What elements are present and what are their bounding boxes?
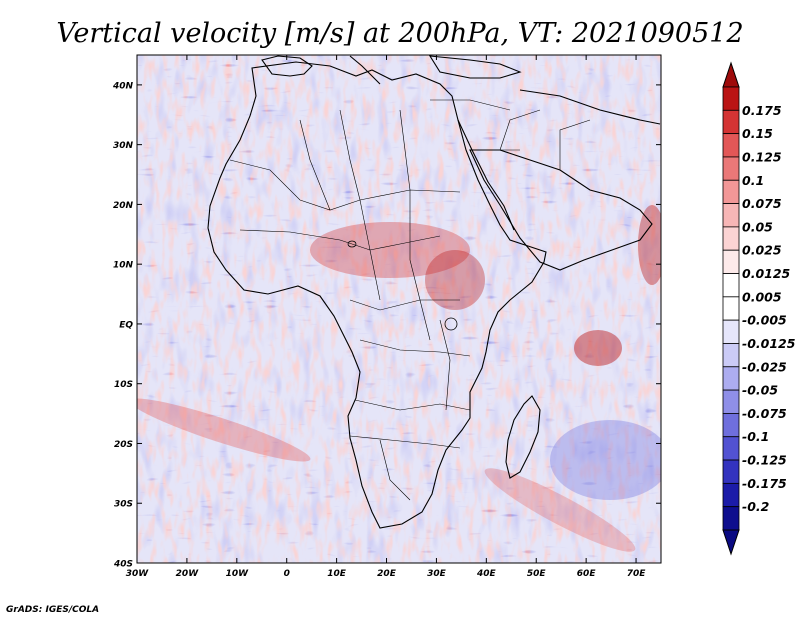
colorbar-segment	[722, 226, 740, 251]
colorbar-segment	[722, 273, 740, 298]
colorbar: 0.175 0.15 0.125 0.1 0.075 0.05 0.025 0.0125 0.0…	[722, 61, 796, 556]
y-axis: 40S 30S 20S 10S EQ 10N 20N 30N 40N	[112, 81, 661, 570]
colorbar-segment	[722, 296, 740, 321]
madagascar-coastline	[505, 395, 541, 479]
colorbar-label: -0.125	[742, 453, 787, 468]
colorbar-segment	[722, 133, 740, 158]
x-tick-label: 60E	[577, 569, 597, 579]
x-tick-label: 30W	[126, 569, 150, 579]
colorbar-label: 0.125	[742, 149, 782, 164]
x-tick-label: 30E	[427, 569, 447, 579]
y-tick-label: 20S	[114, 440, 133, 450]
y-tick-label: 40S	[113, 560, 133, 570]
x-tick-label: 0	[284, 569, 290, 579]
map-frame	[136, 54, 662, 564]
map-panel	[137, 55, 661, 563]
colorbar-segment	[722, 179, 740, 204]
colorbar-segment	[722, 319, 740, 344]
colorbar-segment	[722, 343, 740, 368]
colorbar-label: 0.15	[742, 126, 773, 141]
colorbar-label: 0.0125	[742, 266, 791, 281]
iberia-coastline	[261, 55, 313, 77]
colorbar-segment	[722, 436, 740, 461]
coastlines	[207, 55, 661, 529]
colorbar-label: 0.075	[742, 196, 782, 211]
colorbar-top-arrow	[722, 61, 740, 88]
red-sea-coast	[457, 119, 515, 231]
colorbar-label: -0.005	[742, 313, 787, 328]
colorbar-label: -0.05	[742, 383, 778, 398]
chart-title: Vertical velocity [m/s] at 200hPa, VT: 2…	[56, 18, 743, 49]
colorbar-segment	[722, 86, 740, 111]
italy-coastline	[349, 55, 381, 85]
colorbar-segment	[722, 413, 740, 438]
updraft-region-indian-ocean	[574, 330, 622, 366]
colorbar-label: 0.025	[742, 243, 782, 258]
lake-victoria	[444, 317, 458, 331]
x-axis: 30W 20W 10W 0 10E 20E 30E 40E 50E 60E 70E	[126, 55, 646, 579]
x-tick-label: 20E	[377, 569, 397, 579]
y-tick-label: 30N	[113, 141, 134, 151]
colorbar-segment	[722, 389, 740, 414]
africa-coastline	[207, 61, 547, 529]
x-tick-label: 10E	[327, 569, 347, 579]
colorbar-segment	[722, 109, 740, 135]
updraft-band-south-atlantic	[137, 398, 311, 462]
updraft-region-ethiopia	[425, 250, 485, 310]
colorbar-bottom-arrow	[722, 529, 740, 556]
updraft-region-arabian-sea	[638, 205, 661, 285]
x-tick-label: 70E	[627, 569, 647, 579]
turkey-coastline	[428, 55, 522, 79]
colorbar-label: -0.2	[742, 499, 769, 514]
colorbar-segment	[722, 506, 740, 531]
lake-chad	[347, 240, 357, 248]
y-tick-label: EQ	[119, 320, 133, 330]
credit-text: GrADS: IGES/COLA	[6, 605, 99, 615]
colorbar-segment	[722, 366, 740, 391]
persian-coastline	[519, 89, 661, 125]
x-tick-label: 40E	[476, 569, 497, 579]
x-tick-label: 10W	[226, 569, 250, 579]
colorbar-label: -0.175	[742, 476, 787, 491]
colorbar-label: 0.175	[742, 103, 782, 118]
colorbar-segment	[722, 459, 740, 484]
colorbar-segment	[722, 482, 740, 508]
colorbar-label: -0.1	[742, 429, 769, 444]
colorbar-label: 0.1	[742, 173, 764, 188]
y-tick-label: 10N	[113, 261, 134, 271]
colorbar-segment	[722, 249, 740, 274]
colorbar-label: -0.075	[742, 406, 787, 421]
country-borders	[229, 99, 591, 501]
colorbar-label: -0.0125	[742, 336, 796, 351]
colorbar-label: 0.05	[742, 219, 773, 234]
y-tick-label: 30S	[114, 500, 133, 510]
y-tick-label: 10S	[114, 380, 133, 390]
colorbar-segment	[722, 156, 740, 181]
downdraft-region-southeast	[550, 420, 661, 500]
updraft-region-sahel	[310, 222, 470, 278]
colorbar-segment	[722, 203, 740, 228]
y-tick-label: 40N	[112, 81, 134, 91]
colorbar-label: 0.005	[742, 289, 782, 304]
x-tick-label: 20W	[176, 569, 200, 579]
x-tick-label: 50E	[527, 569, 547, 579]
updraft-band-south-indian	[484, 468, 636, 552]
field-texture-white	[137, 55, 661, 563]
colorbar-label: -0.025	[742, 359, 787, 374]
y-tick-label: 20N	[113, 201, 134, 211]
